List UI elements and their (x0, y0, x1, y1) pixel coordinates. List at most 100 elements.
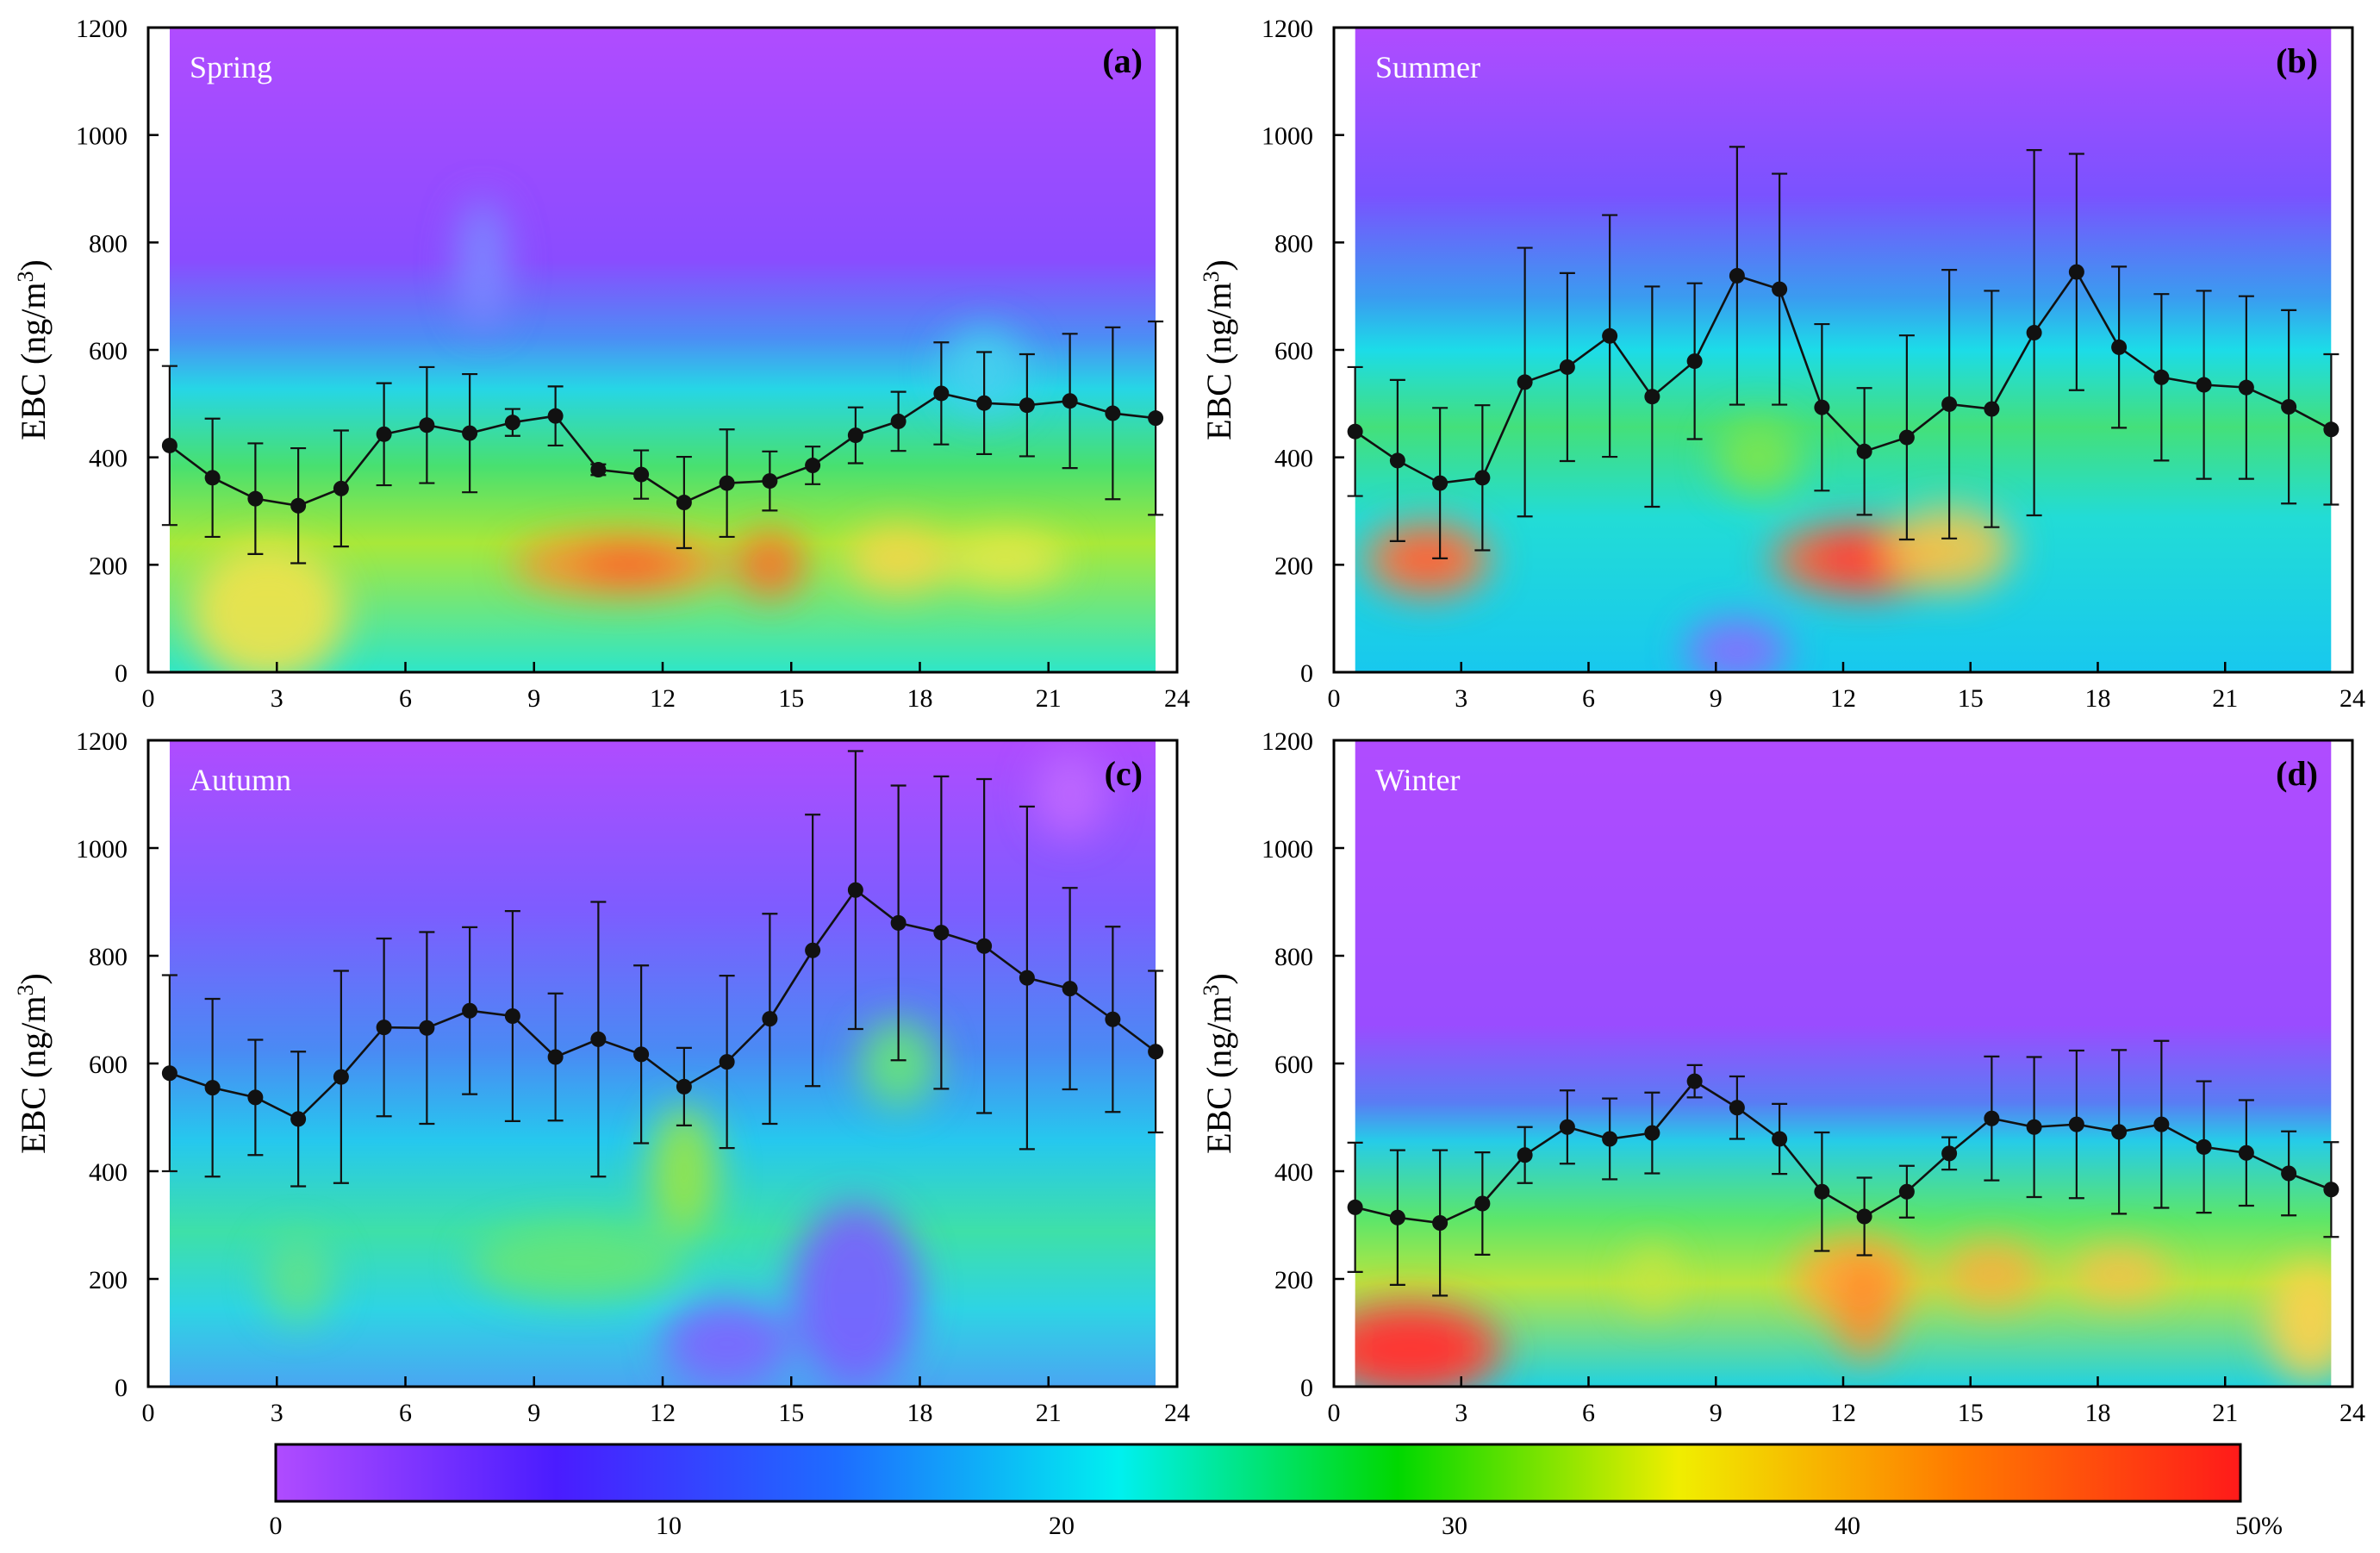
data-point (719, 1054, 735, 1070)
y-axis-title-end: ) (14, 973, 53, 984)
data-point (847, 427, 863, 444)
y-tick-label: 600 (89, 1051, 128, 1079)
y-tick-label: 1000 (1262, 835, 1313, 864)
data-point (1389, 1209, 1405, 1226)
contour-hotspot (264, 1236, 333, 1322)
y-tick-label: 1000 (1262, 122, 1313, 151)
x-tick-label: 6 (1582, 1399, 1595, 1427)
contour-hotspot (859, 1020, 938, 1107)
data-layer (161, 320, 1164, 564)
y-tick-label: 600 (1274, 337, 1313, 365)
data-point (2238, 379, 2254, 396)
contour-hotspot (945, 532, 1066, 587)
data-point (462, 1002, 478, 1019)
data-point (462, 425, 478, 441)
x-tick-label: 6 (399, 1399, 412, 1427)
x-tick-label: 24 (2340, 684, 2365, 713)
data-point (1347, 423, 1363, 440)
data-point (547, 408, 564, 424)
contour-hotspot (1035, 751, 1105, 838)
data-point (1559, 1119, 1575, 1135)
data-point (1814, 399, 1830, 415)
y-axis-title: EBC (ng/m3) (1199, 259, 1238, 440)
data-point (547, 1049, 564, 1065)
data-point (633, 1046, 650, 1063)
data-point (1474, 470, 1491, 486)
y-axis-title-end: ) (14, 259, 53, 271)
y-tick-label: 600 (89, 337, 128, 365)
season-label: Autumn (190, 763, 291, 797)
x-tick-label: 12 (650, 1399, 676, 1427)
x-tick-label: 18 (907, 684, 933, 713)
season-label: Spring (190, 50, 272, 84)
data-point (1772, 1131, 1788, 1147)
data-point (2238, 1144, 2254, 1161)
x-tick-label: 3 (1455, 1399, 1467, 1427)
data-point (204, 1080, 221, 1096)
data-point (2196, 377, 2212, 393)
y-tick-label: 0 (115, 659, 128, 688)
y-tick-label: 400 (89, 1158, 128, 1187)
data-point (1148, 1044, 1164, 1060)
x-tick-label: 0 (1328, 684, 1341, 713)
axes: 0 3 6 9 12 15 18 21 24 0 200 400 600 800 1000 1200 EBC (… (13, 727, 1190, 1427)
data-point (2323, 421, 2340, 438)
contour-hotspot (576, 546, 680, 584)
data-point (2196, 1138, 2212, 1155)
contour-fill (169, 740, 1156, 1387)
x-tick-label: 3 (271, 1399, 283, 1427)
data-point (1686, 1073, 1703, 1089)
data-point (1517, 374, 1533, 390)
contour-background (169, 740, 1156, 1387)
data-point (204, 470, 221, 486)
x-tick-label: 0 (142, 1399, 155, 1427)
x-tick-label: 9 (1710, 684, 1723, 713)
data-point (1062, 393, 1078, 409)
contour-hotspot (1389, 535, 1466, 584)
y-tick-label: 800 (1274, 943, 1313, 971)
contour-fill (1355, 28, 2332, 672)
x-tick-label: 3 (271, 684, 283, 713)
data-point (1644, 389, 1660, 405)
x-tick-label: 24 (2340, 1399, 2365, 1427)
contour-hotspot (1685, 618, 1788, 672)
data-layer (1347, 146, 2340, 559)
data-point (590, 1031, 607, 1047)
x-tick-label: 0 (142, 684, 155, 713)
x-tick-label: 15 (1958, 684, 1984, 713)
y-tick-label: 200 (89, 1266, 128, 1294)
data-point (247, 490, 264, 507)
data-point (2153, 1116, 2170, 1132)
season-label: Winter (1375, 763, 1461, 797)
data-point (805, 458, 821, 474)
x-tick-label: 12 (650, 684, 676, 713)
x-tick-label: 6 (399, 684, 412, 713)
x-tick-label: 21 (1036, 1399, 1062, 1427)
x-tick-label: 9 (527, 684, 540, 713)
data-point (1105, 405, 1121, 421)
contour-hotspots (264, 751, 1105, 1387)
x-tick-label: 21 (2212, 684, 2238, 713)
contour-hotspot (1716, 420, 1801, 496)
y-axis-title: EBC (ng/m3) (13, 973, 53, 1154)
y-tick-label: 400 (89, 445, 128, 473)
axes: 0 3 6 9 12 15 18 21 24 0 200 400 600 800 1000 1200 EBC (… (1199, 15, 2365, 713)
panel-autumn: 0 3 6 9 12 15 18 21 24 0 200 400 600 800 1000 1200 EBC (… (13, 727, 1190, 1427)
data-point (1686, 353, 1703, 370)
y-tick-label: 800 (1274, 229, 1313, 258)
contour-background (1355, 740, 2332, 1387)
data-point (290, 1111, 307, 1127)
y-tick-label: 1000 (76, 835, 128, 864)
y-axis-title-end: ) (1199, 973, 1238, 984)
data-point (1389, 452, 1405, 469)
y-axis-title-end: ) (1199, 259, 1238, 271)
y-axis-title: EBC (ng/m3) (1199, 973, 1238, 1154)
colorbar-tick-label: 10 (656, 1512, 682, 1540)
data-point (2153, 369, 2170, 385)
contour-hotspot (470, 1225, 684, 1300)
data-point (1432, 475, 1449, 491)
data-point (976, 938, 993, 954)
data-point (933, 385, 950, 402)
y-axis-title-main: EBC (ng/m (14, 995, 53, 1153)
data-point (247, 1089, 264, 1106)
